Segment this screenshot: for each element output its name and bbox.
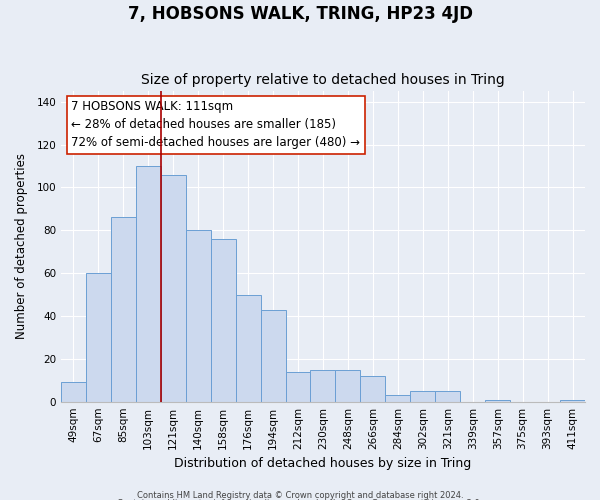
Bar (310, 370, 335, 402)
Title: Size of property relative to detached houses in Tring: Size of property relative to detached ho… (141, 73, 505, 87)
Bar (286, 372, 310, 402)
Bar (560, 400, 585, 402)
Bar (385, 396, 410, 402)
Text: Contains public sector information licensed under the Open Government Licence v3: Contains public sector information licen… (118, 499, 482, 500)
Bar (136, 166, 161, 402)
Text: 7 HOBSONS WALK: 111sqm
← 28% of detached houses are smaller (185)
72% of semi-de: 7 HOBSONS WALK: 111sqm ← 28% of detached… (71, 100, 361, 150)
Y-axis label: Number of detached properties: Number of detached properties (15, 154, 28, 340)
Bar (260, 310, 286, 402)
Bar (335, 370, 361, 402)
Bar (485, 400, 510, 402)
Text: 7, HOBSONS WALK, TRING, HP23 4JD: 7, HOBSONS WALK, TRING, HP23 4JD (128, 5, 473, 23)
Bar (161, 174, 186, 402)
Bar (410, 391, 435, 402)
Bar (186, 230, 211, 402)
Bar (61, 382, 86, 402)
Text: Contains HM Land Registry data © Crown copyright and database right 2024.: Contains HM Land Registry data © Crown c… (137, 490, 463, 500)
Bar (361, 376, 385, 402)
Bar (86, 273, 111, 402)
Bar (435, 391, 460, 402)
Bar (236, 294, 260, 402)
Bar (111, 218, 136, 402)
Bar (211, 239, 236, 402)
X-axis label: Distribution of detached houses by size in Tring: Distribution of detached houses by size … (175, 457, 472, 470)
